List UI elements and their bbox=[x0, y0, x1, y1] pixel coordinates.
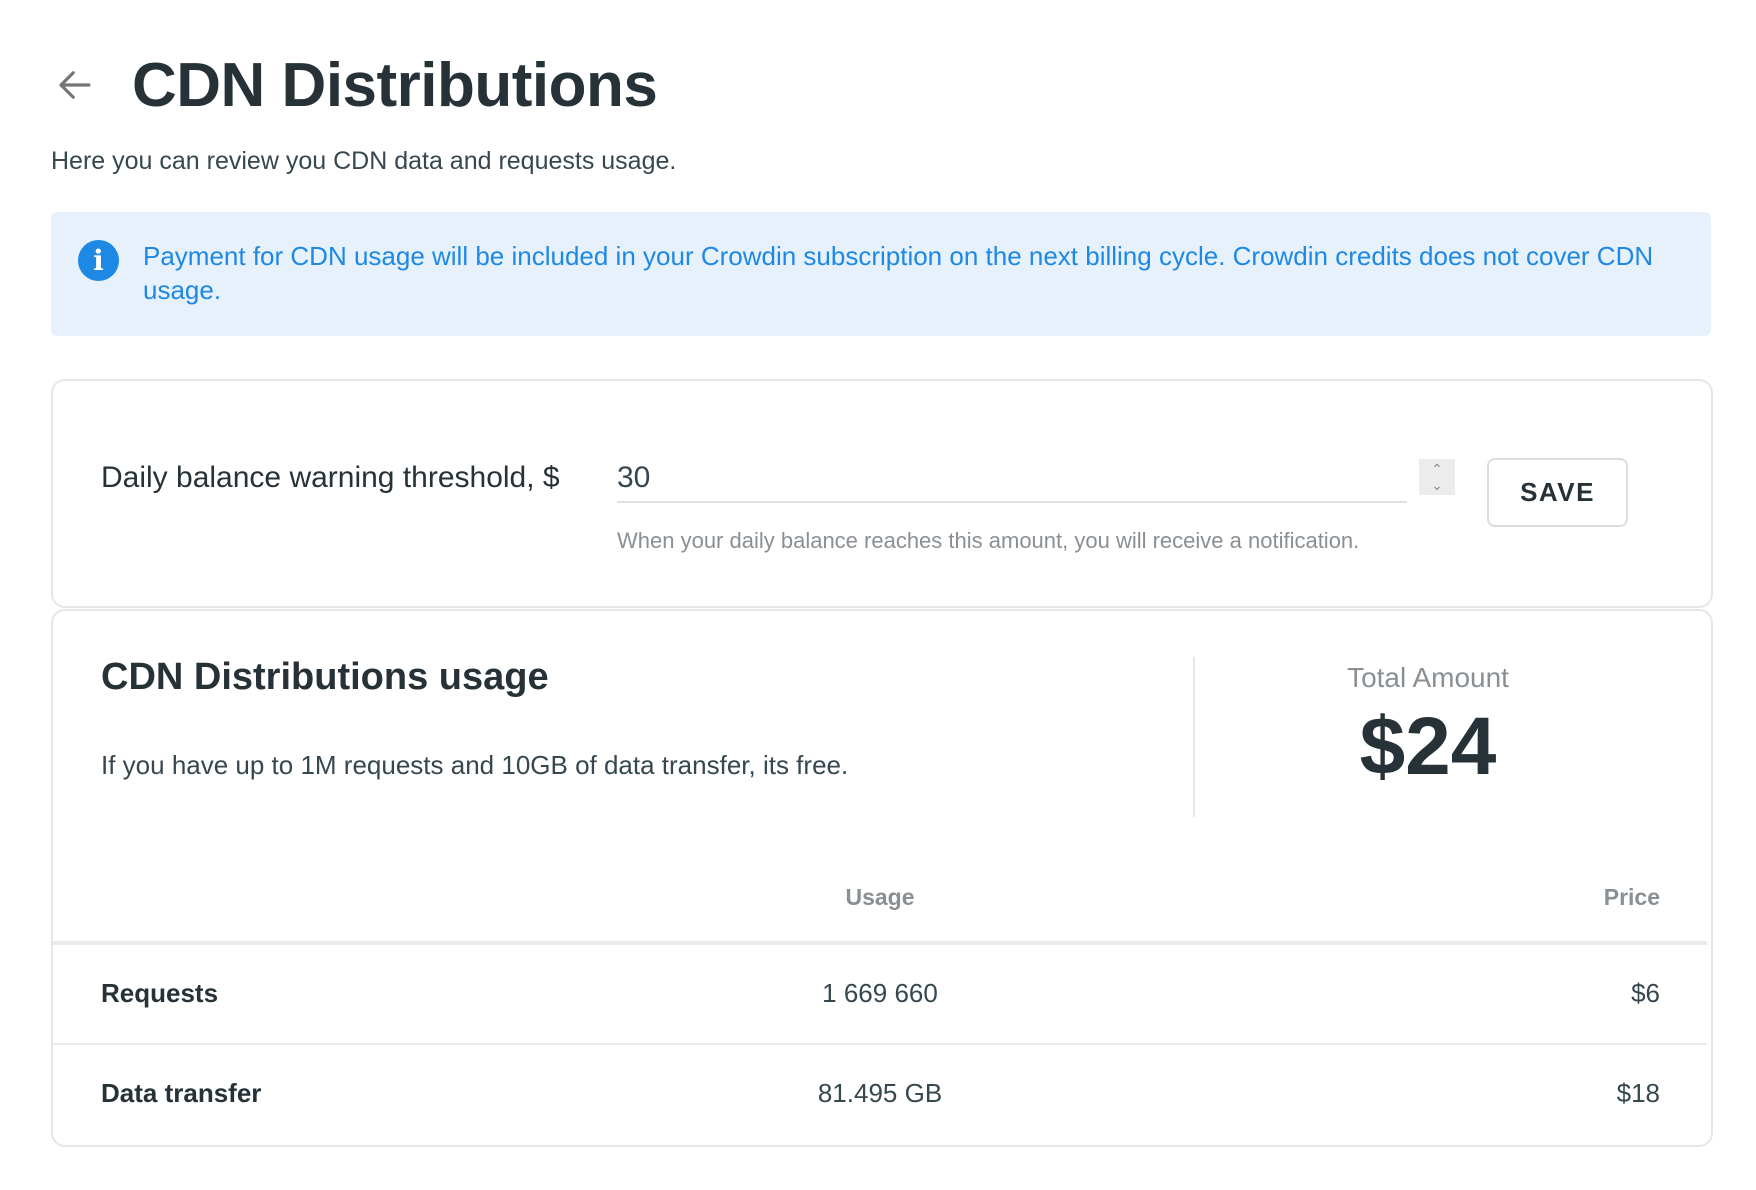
row-data-transfer-label: Data transfer bbox=[101, 1078, 262, 1108]
info-icon: i bbox=[78, 240, 119, 281]
vertical-divider bbox=[1193, 657, 1195, 817]
number-stepper[interactable]: ⌃ ⌄ bbox=[1419, 459, 1455, 495]
chevron-down-icon[interactable]: ⌄ bbox=[1431, 477, 1443, 493]
threshold-label: Daily balance warning threshold, $ bbox=[101, 461, 560, 494]
row-requests-usage: 1 669 660 bbox=[822, 978, 938, 1008]
total-amount-label: Total Amount bbox=[1347, 662, 1509, 693]
page-subtitle: Here you can review you CDN data and req… bbox=[51, 147, 677, 175]
row-data-transfer-price: $18 bbox=[1616, 1078, 1660, 1108]
row-data-transfer-usage: 81.495 GB bbox=[817, 1078, 943, 1108]
usage-description: If you have up to 1M requests and 10GB o… bbox=[101, 750, 849, 780]
column-header-price: Price bbox=[1603, 884, 1660, 910]
chevron-up-icon[interactable]: ⌃ bbox=[1431, 461, 1443, 477]
back-arrow-icon[interactable] bbox=[54, 64, 96, 106]
usage-title: CDN Distributions usage bbox=[101, 656, 549, 698]
banner-text: Payment for CDN usage will be included i… bbox=[143, 241, 1654, 305]
total-amount-value: $24 bbox=[1359, 701, 1497, 792]
column-header-usage: Usage bbox=[845, 884, 915, 910]
row-requests-price: $6 bbox=[1631, 978, 1660, 1008]
row-divider bbox=[53, 1043, 1707, 1045]
usage-card bbox=[51, 609, 1713, 1147]
save-button[interactable]: SAVE bbox=[1487, 458, 1628, 527]
info-banner bbox=[51, 212, 1711, 336]
header-divider bbox=[53, 941, 1707, 945]
page-title: CDN Distributions bbox=[132, 51, 658, 120]
threshold-help-text: When your daily balance reaches this amo… bbox=[617, 528, 1360, 553]
threshold-input[interactable] bbox=[617, 455, 1407, 503]
row-requests-label: Requests bbox=[101, 978, 219, 1008]
